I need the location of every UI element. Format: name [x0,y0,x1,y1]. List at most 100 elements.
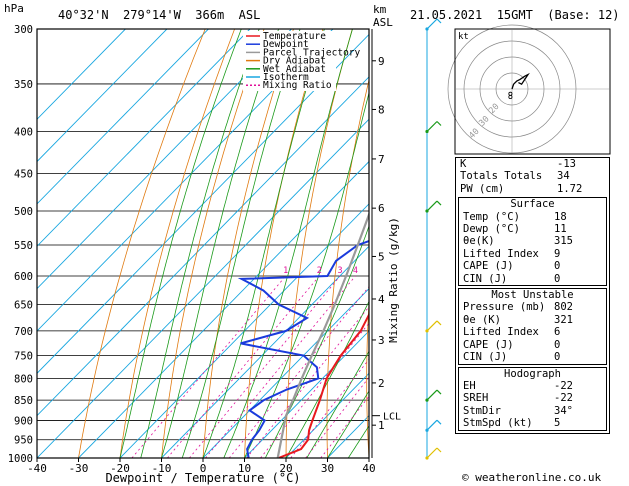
isotherm-line [37,29,209,205]
index-row: Lifted Index 6 [459,326,606,338]
pressure-tick-label: 950 [14,435,33,447]
pressure-tick-label: 400 [14,127,33,139]
plot-frame [36,28,370,459]
wind-barb-flag [436,121,442,126]
wet-adiabat-line [306,350,369,458]
wind-barb-dot [425,428,429,432]
isotherm-line [78,160,369,458]
wet-adiabat-line [181,29,301,458]
pressure-unit-label: hPa [4,2,24,15]
index-label: CAPE (J) [463,260,514,273]
wind-barb-flag [436,447,442,453]
index-label: Dewp (°C) [463,223,520,236]
x-tick-label: -30 [69,462,89,475]
parcel-trajectory-line [276,211,369,458]
index-value: 1.72 [557,182,583,195]
mixing-ratio-line [205,275,356,458]
index-row: Dewp (°C) 11 [459,223,606,235]
index-label: CIN (J) [463,351,508,364]
height-tick-label: 8 [378,103,385,116]
wind-barb-staff [426,200,438,212]
index-row: Temp (°C) 18 [459,211,606,223]
index-label: PW (cm) [460,182,505,195]
legend-entry: Dewpoint [263,39,309,50]
wind-barb [425,447,442,460]
index-value: 18 [554,210,567,223]
wind-barb [425,18,442,31]
mixing-ratio-label: 10 [402,266,412,276]
datetime-label: 21.05.2021 15GMT (Base: 12) [410,8,620,22]
most-unstable-title: Most Unstable [491,289,574,302]
mixing-ratio-label: 20 [444,266,454,276]
index-value: 34 [557,170,570,183]
mixing-ratio-line [260,322,369,458]
dewpoint-line [237,240,369,458]
isotherm-line [244,330,369,458]
mixing-ratio-label: 6 [375,266,380,276]
wet-adiabat-line [264,224,369,458]
index-row: Totals Totals 34 [456,170,609,182]
wet-adiabat-line [119,29,242,458]
height-tick-label: 7 [378,153,385,166]
wind-barb-flag [436,320,442,326]
wet-adiabat-line [285,300,369,458]
x-tick-label: -40 [27,462,47,475]
isotherm-line [119,203,369,458]
index-row: EH -22 [459,380,606,392]
isotherm-line [37,29,292,290]
pressure-tick-label: 500 [14,206,33,218]
dry-adiabat-line [613,29,629,458]
mixing-ratio-line [228,285,369,458]
wind-barb-staff [426,320,438,332]
lcl-label: LCL [383,412,401,423]
index-label: Totals Totals [460,170,543,183]
dry-adiabat-line [161,29,265,458]
height-tick-label: 9 [378,55,385,68]
index-value: 321 [554,313,573,326]
mixing-ratio-axis-title: Mixing Ratio (g/kg) [387,217,400,343]
wet-adiabat-line [140,29,260,458]
surface-title: Surface [510,198,555,211]
wind-barb-flag [436,389,442,395]
dry-adiabat-line [326,78,369,458]
legend-entry: Parcel Trajectory [263,47,361,58]
mixing-ratio-label: 2 [317,266,322,276]
x-tick-label: -10 [152,462,172,475]
wind-barb-staff [426,121,438,132]
mixing-ratio-line [246,306,369,458]
surface-box: Surface Temp (°C) 18 Dewp (°C) 11 θe(K) 315 Li… [458,197,607,287]
most-unstable-box: Most Unstable Pressure (mb) 802 θe (K) 321 L… [458,288,607,365]
isotherm-line [37,29,334,332]
wind-barb-flag [436,419,442,425]
x-tick-label: 10 [238,462,251,475]
wind-barb-staff [426,447,438,459]
height-tick-label: 2 [378,377,385,390]
dry-adiabat-line [119,29,235,458]
storm-motion-marker [508,95,513,100]
legend-entry: Wet Adiabat [263,64,326,75]
wind-barb-flag [436,18,442,24]
wind-barb-dot [425,329,429,333]
index-row: θe (K) 321 [459,314,606,326]
wind-barb-dot [425,209,429,213]
x-tick-label: -20 [110,462,130,475]
pressure-tick-label: 650 [14,300,33,312]
wind-barb-staff [426,389,438,401]
isotherm-line [37,76,369,417]
wind-barb-dot [425,129,429,134]
wind-barb [425,200,442,213]
isotherm-line [37,118,369,458]
isotherm-line [37,29,251,247]
index-row: StmDir 34° [459,405,606,417]
wind-barb [425,320,442,333]
mixing-ratio-line [320,395,369,458]
pressure-tick-label: 600 [14,271,33,283]
isotherm-line [161,245,369,458]
index-label: Temp (°C) [463,210,520,223]
mixing-ratio-label: 3 [338,266,343,276]
pressure-tick-label: 750 [14,350,33,362]
index-row: CIN (J) 0 [459,351,606,363]
mixing-ratio-line [167,275,320,458]
index-row: θe(K) 315 [459,235,606,247]
height-tick-label: 4 [378,293,385,306]
